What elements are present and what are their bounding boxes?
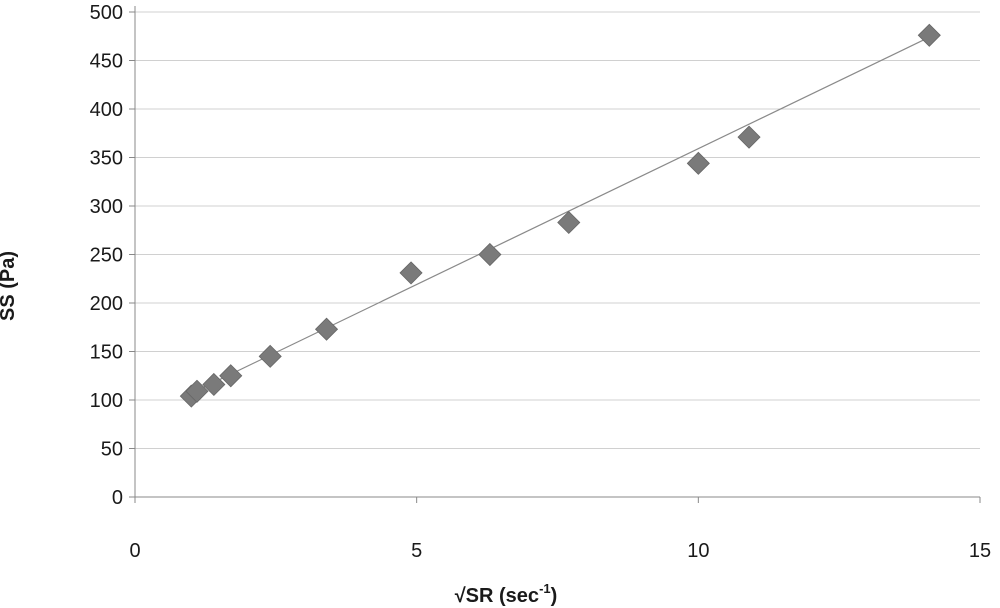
trendline <box>191 36 930 394</box>
trendline-layer <box>191 36 930 394</box>
y-tick-label-150: 150 <box>90 342 123 364</box>
x-tick-label-10: 10 <box>687 540 709 562</box>
data-point-12 <box>917 23 941 47</box>
data-point-5 <box>258 344 282 368</box>
y-tick-label-100: 100 <box>90 390 123 412</box>
y-tick-label-50: 50 <box>101 439 123 461</box>
x-axis-title: √SR (sec-1) <box>455 581 558 607</box>
data-point-10 <box>686 151 710 175</box>
y-tick-label-300: 300 <box>90 196 123 218</box>
x-tick-label-15: 15 <box>969 540 991 562</box>
data-point-9 <box>557 210 581 235</box>
data-point-6 <box>314 317 339 341</box>
data-point-3 <box>202 372 226 397</box>
x-axis-title-close: ) <box>551 585 558 607</box>
y-tick-label-0: 0 <box>112 487 123 509</box>
y-tick-label-250: 250 <box>90 245 123 267</box>
y-axis-title: SS (Pa) <box>0 251 19 321</box>
data-point-8 <box>478 242 502 267</box>
x-axis-title-main: √SR (sec <box>455 585 539 607</box>
y-tick-label-450: 450 <box>90 51 123 73</box>
data-point-11 <box>737 125 761 149</box>
axis-layer <box>129 6 981 503</box>
y-tick-label-500: 500 <box>90 2 123 24</box>
y-tick-label-400: 400 <box>90 99 123 121</box>
label-layer: 0 50 100 150 200 250 300 350 400 450 500 0 5 10 15 <box>90 2 992 562</box>
y-tick-label-350: 350 <box>90 148 123 170</box>
y-tick-label-200: 200 <box>90 293 123 315</box>
grid-layer <box>135 11 980 449</box>
data-point-2 <box>185 379 209 403</box>
x-tick-label-0: 0 <box>129 540 140 562</box>
point-layer <box>179 23 941 408</box>
data-point-7 <box>399 261 423 285</box>
x-axis-title-superscript: -1 <box>539 581 551 596</box>
x-tick-label-5: 5 <box>411 540 422 562</box>
data-point-4 <box>219 364 243 388</box>
